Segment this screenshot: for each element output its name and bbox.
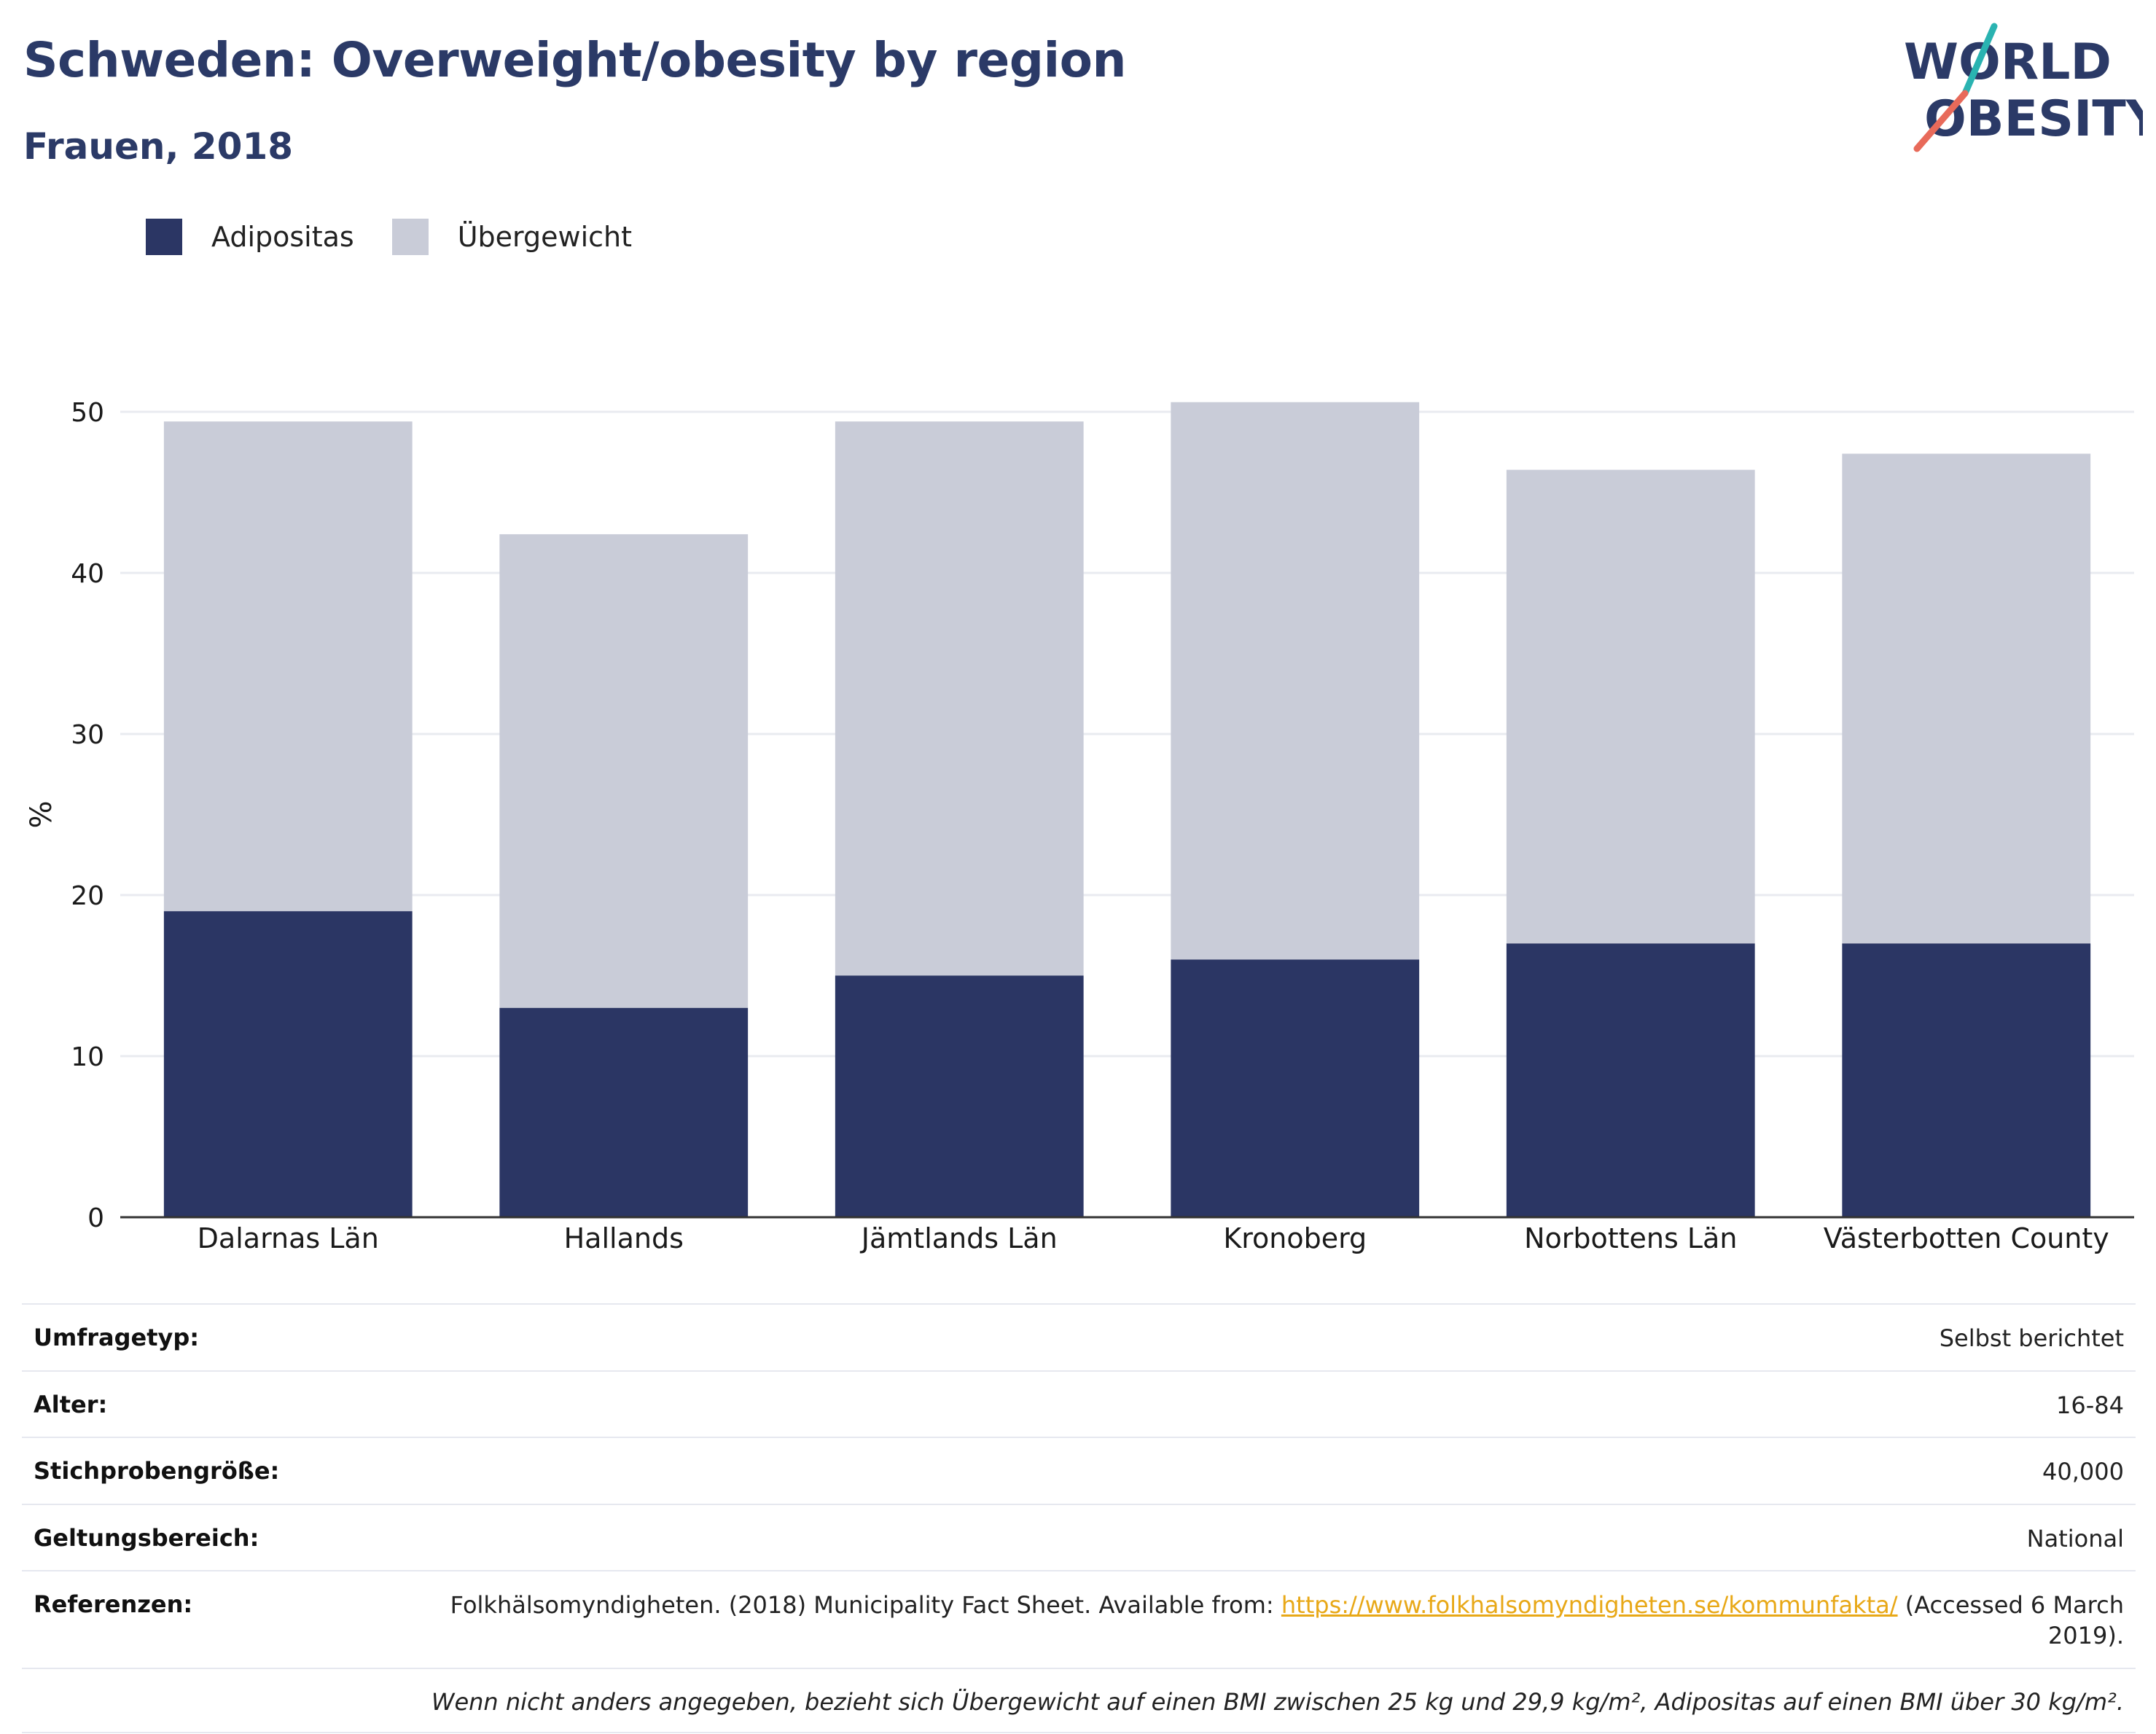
- bar-adipositas: [835, 975, 1084, 1217]
- y-tick-label: 30: [71, 720, 104, 750]
- reference-text-after: (Accessed 6 March 2019).: [1897, 1591, 2124, 1649]
- x-tick-label: Kronoberg: [1223, 1222, 1367, 1254]
- info-label: Geltungsbereich:: [34, 1523, 259, 1552]
- x-tick-label: Hallands: [564, 1222, 684, 1254]
- bar-uebergewicht: [1506, 469, 1755, 944]
- info-row-survey-type: Umfragetyp: Selbst berichtet: [22, 1303, 2136, 1370]
- info-table: Umfragetyp: Selbst berichtet Alter: 16-8…: [22, 1303, 2136, 1733]
- bar-uebergewicht: [1842, 453, 2091, 944]
- info-label: Umfragetyp:: [34, 1324, 200, 1351]
- chart-subtitle: Frauen, 2018: [23, 125, 294, 168]
- info-value: 16-84: [2056, 1391, 2124, 1419]
- y-tick-label: 0: [87, 1203, 104, 1233]
- y-axis-label: %: [25, 800, 58, 828]
- info-label: Referenzen:: [34, 1590, 193, 1619]
- info-row-age: Alter: 16-84: [22, 1370, 2136, 1437]
- chart-legend: Adipositas Übergewicht: [146, 217, 670, 257]
- reference-text-before: Folkhälsomyndigheten. (2018) Municipalit…: [450, 1591, 1281, 1620]
- y-tick-label: 50: [71, 398, 104, 428]
- bar-uebergewicht: [835, 421, 1084, 976]
- bmi-footnote: Wenn nicht anders angegeben, bezieht sic…: [22, 1667, 2136, 1733]
- chart-title: Schweden: Overweight/obesity by region: [23, 32, 1127, 88]
- bar-adipositas: [1842, 943, 2091, 1217]
- bar-adipositas: [163, 911, 413, 1217]
- bar-chart: 0 10 20 30 40 50% Dalarnas Län Hallands Jämtland…: [25, 398, 2134, 1254]
- y-tick-label: 20: [71, 881, 104, 911]
- info-row-references: Referenzen: Folkhälsomyndigheten. (2018)…: [22, 1570, 2136, 1667]
- bar-uebergewicht: [499, 534, 749, 1008]
- y-tick-label: 40: [71, 559, 104, 589]
- world-obesity-logo: WORLD OBESITY: [1902, 20, 2156, 155]
- info-label: Alter:: [34, 1390, 108, 1418]
- bar-uebergewicht: [1171, 402, 1420, 960]
- info-label: Stichprobengröße:: [34, 1457, 280, 1485]
- legend-item-adipositas[interactable]: Adipositas: [146, 219, 354, 255]
- bar-adipositas: [1506, 943, 1755, 1217]
- x-tick-label: Jämtlands Län: [860, 1222, 1058, 1254]
- legend-swatch-uebergewicht: [391, 219, 429, 255]
- reference-link[interactable]: https://www.folkhalsomyndigheten.se/komm…: [1281, 1591, 1898, 1620]
- reference-text: Folkhälsomyndigheten. (2018) Municipalit…: [448, 1590, 2124, 1651]
- bar-adipositas: [1171, 959, 1420, 1217]
- info-value: 40,000: [2042, 1458, 2124, 1486]
- y-tick-label: 10: [71, 1042, 104, 1072]
- bar-uebergewicht: [163, 421, 413, 912]
- info-value: Selbst berichtet: [1939, 1324, 2124, 1352]
- bar-adipositas: [499, 1007, 749, 1217]
- x-tick-label: Dalarnas Län: [198, 1222, 379, 1254]
- legend-label-uebergewicht: Übergewicht: [457, 221, 632, 253]
- logo-slash-top: [1961, 23, 1998, 97]
- info-row-scope: Geltungsbereich: National: [22, 1503, 2136, 1571]
- legend-swatch-adipositas: [146, 219, 182, 255]
- info-row-sample-size: Stichprobengröße: 40,000: [22, 1437, 2136, 1504]
- x-tick-label: Norbottens Län: [1524, 1222, 1737, 1254]
- legend-label-adipositas: Adipositas: [211, 221, 354, 253]
- info-value: National: [2026, 1524, 2124, 1553]
- logo-word-world: WORLD: [1904, 34, 2112, 91]
- x-tick-label: Västerbotten County: [1824, 1222, 2109, 1254]
- logo-slash-bottom: [1913, 90, 1969, 152]
- legend-item-uebergewicht[interactable]: Übergewicht: [391, 219, 632, 255]
